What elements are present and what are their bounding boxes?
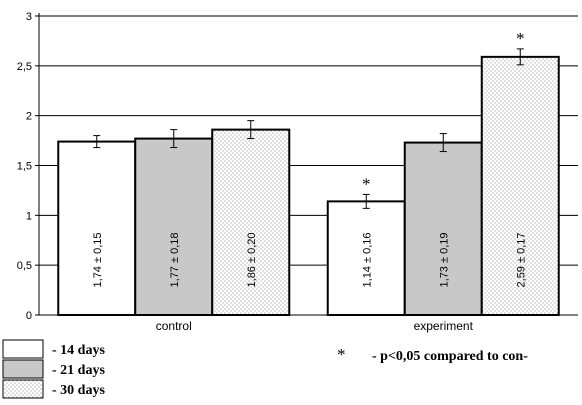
bar [57, 140, 137, 316]
legend-swatch [2, 339, 44, 359]
y-tick-label: 0,5 [17, 260, 32, 272]
y-tick-label: 3 [26, 11, 32, 23]
legend-label: - 21 days [52, 363, 105, 378]
y-tick-label: 1,5 [17, 161, 32, 173]
bar [403, 141, 483, 316]
data-label: 1,77 ± 0,18 [169, 233, 181, 288]
data-label: 2,59 ± 0,17 [515, 233, 527, 288]
axes: 0 0,5 1 1,5 2 2,5 3 control experiment [17, 11, 578, 333]
significance-mark: * [362, 174, 371, 193]
y-tick-label: 2 [26, 111, 32, 123]
data-label: 1,86 ± 0,20 [246, 233, 258, 288]
significance-mark: * [516, 29, 525, 48]
category-label: experiment [414, 319, 474, 333]
bars: 1,74 ± 0,15 * 1,14 ± 0,16 1,77 ± 0,18 1,73 ±… [57, 29, 560, 317]
legend-swatch [2, 379, 44, 399]
y-tick-label: 1 [26, 210, 32, 222]
y-tick-label: 0 [26, 310, 32, 322]
legend-swatch [2, 359, 44, 379]
data-label: 1,74 ± 0,15 [92, 233, 104, 288]
y-tick-label: 2,5 [17, 61, 32, 73]
footnote-symbol: * [337, 345, 346, 364]
bar [134, 137, 214, 316]
category-label: control [156, 319, 192, 333]
legend-label: - 14 days [52, 343, 105, 358]
data-label: 1,14 ± 0,16 [361, 233, 373, 288]
footnote-text: - p<0,05 compared to con- [372, 349, 528, 364]
legend-label: - 30 days [52, 383, 105, 398]
data-label: 1,73 ± 0,19 [438, 233, 450, 288]
legend: - 14 days - 21 days - 30 days [2, 339, 105, 399]
footnote: * - p<0,05 compared to con- [337, 345, 528, 364]
